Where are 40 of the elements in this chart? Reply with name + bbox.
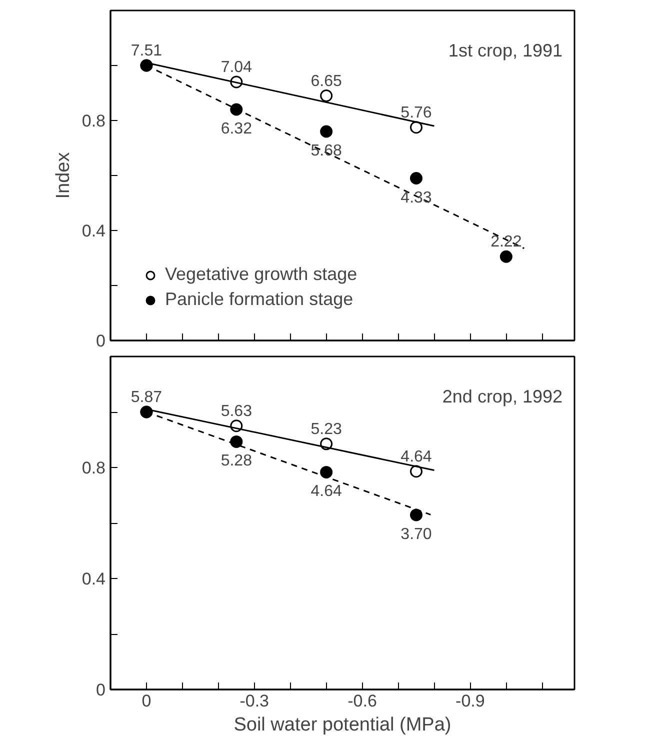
x-axis-title: Soil water potential (MPa) xyxy=(234,714,452,736)
legend-label: Panicle formation stage xyxy=(165,289,354,310)
annotation: 6.65 xyxy=(310,72,342,90)
y-tick-label: 0.4 xyxy=(82,570,106,588)
y-tick-label: 0.8 xyxy=(82,458,106,478)
annotation: 4.64 xyxy=(310,483,342,500)
annotation: 3.70 xyxy=(400,526,432,543)
annotation: 5.63 xyxy=(220,402,252,420)
annotation: 5.28 xyxy=(220,452,252,470)
y-tick-label: 0.4 xyxy=(82,222,106,240)
annotation: 2nd crop, 1992 xyxy=(442,386,562,406)
x-tick-label: -0.9 xyxy=(456,692,485,710)
annotation: 2.22 xyxy=(490,234,522,251)
point xyxy=(230,435,243,448)
annotation: 7.04 xyxy=(220,59,252,76)
point xyxy=(320,125,333,138)
point xyxy=(410,508,422,522)
annotation: 5.68 xyxy=(310,142,342,160)
x-tick-label: -0.3 xyxy=(240,692,270,710)
annotation: 5.23 xyxy=(310,420,342,438)
annotation: 1st crop, 1991 xyxy=(448,40,563,60)
point xyxy=(410,121,422,134)
annotation: 5.76 xyxy=(400,104,432,122)
annotation: 5.87 xyxy=(130,389,162,406)
point xyxy=(410,172,422,184)
annotation: 7.51 xyxy=(130,42,162,60)
annotation: 4.33 xyxy=(400,189,432,206)
point xyxy=(320,90,333,102)
point xyxy=(500,250,512,263)
annotation: 6.32 xyxy=(220,120,252,138)
y-tick-label: 0 xyxy=(96,332,106,350)
x-tick-label: -0.6 xyxy=(348,692,377,710)
point xyxy=(230,103,243,116)
legend-label: Vegetative growth stage xyxy=(165,264,358,285)
y-axis-title: Index xyxy=(52,152,74,199)
y-tick-label: 0.8 xyxy=(82,112,106,130)
point xyxy=(320,466,333,478)
point xyxy=(410,465,422,478)
annotation: 4.64 xyxy=(400,448,432,466)
x-tick-label: 0 xyxy=(142,692,152,710)
